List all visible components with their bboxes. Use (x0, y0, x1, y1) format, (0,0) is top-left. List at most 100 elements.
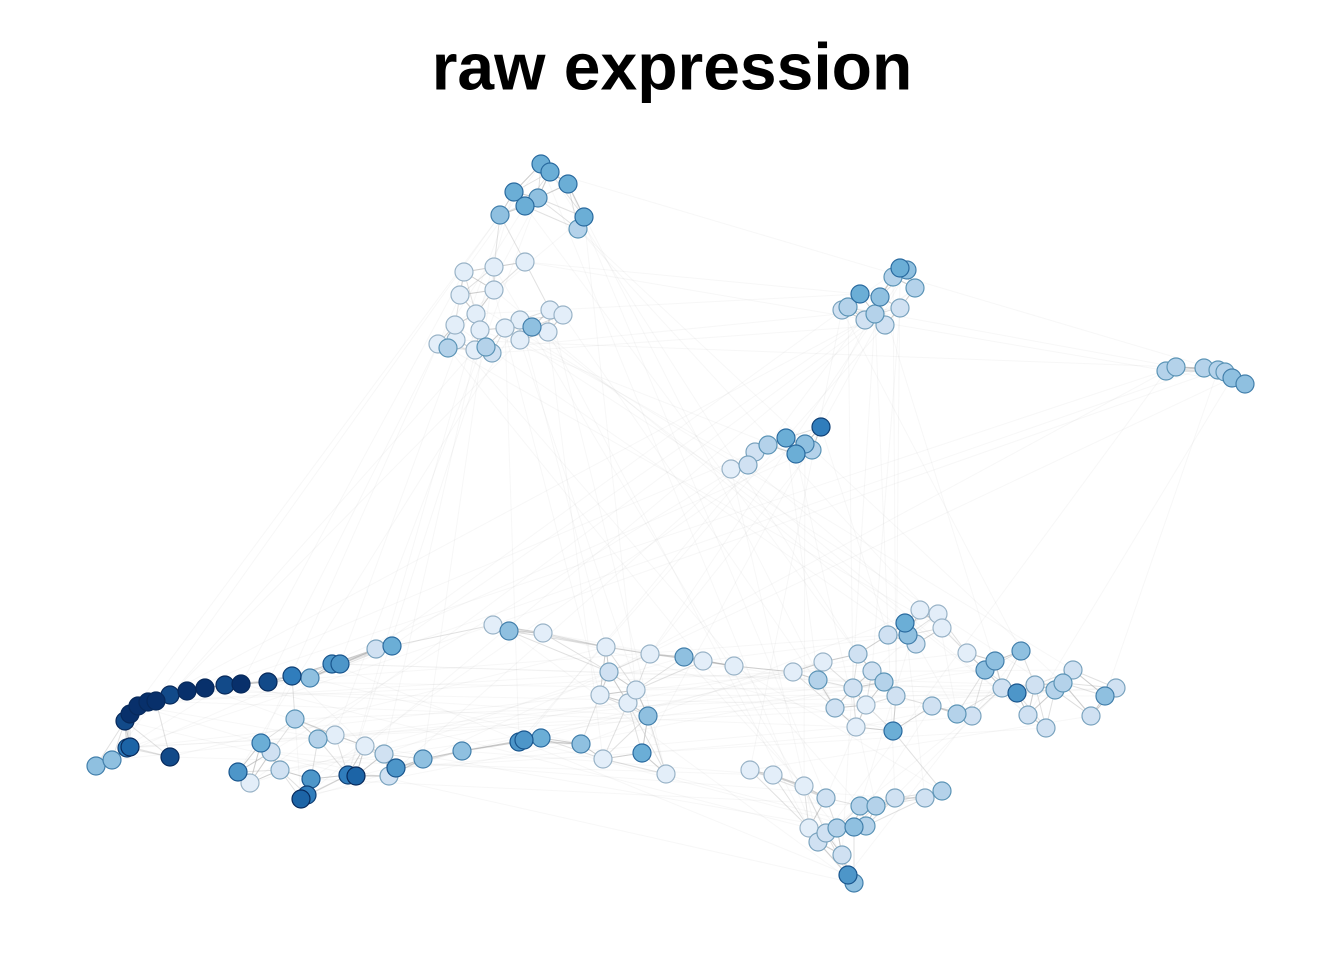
edge (602, 758, 867, 827)
edge (524, 205, 859, 655)
point (325, 725, 345, 745)
edge (339, 191, 515, 665)
edge (461, 741, 520, 752)
point (1036, 718, 1056, 738)
point (533, 623, 553, 643)
edge (577, 228, 1064, 684)
point (850, 284, 870, 304)
point (285, 709, 305, 729)
edge (524, 261, 861, 295)
point (838, 297, 858, 317)
edge (518, 324, 886, 743)
edge (455, 339, 1205, 369)
point (886, 686, 906, 706)
edge (825, 370, 1167, 834)
point (1095, 686, 1115, 706)
edge (820, 426, 889, 636)
point (895, 613, 915, 633)
point (890, 298, 910, 318)
edge (375, 267, 901, 650)
point (740, 760, 760, 780)
point (865, 304, 885, 324)
point (1011, 641, 1031, 661)
edge (567, 183, 836, 709)
edge (383, 671, 610, 755)
point (626, 680, 646, 700)
point (599, 662, 619, 682)
point (1235, 374, 1255, 394)
edge (169, 756, 774, 776)
point (282, 666, 302, 686)
edge (540, 661, 824, 739)
edge (137, 705, 262, 744)
point (811, 417, 831, 437)
edge (249, 287, 916, 784)
edge (270, 751, 896, 799)
edge (388, 377, 1233, 777)
edge (542, 632, 610, 673)
point (231, 674, 251, 694)
point (1063, 660, 1083, 680)
point (844, 817, 864, 837)
point (738, 455, 758, 475)
edge (608, 370, 1167, 673)
edge (317, 681, 885, 740)
edge (310, 426, 822, 780)
point (540, 162, 560, 182)
point (177, 681, 197, 701)
point (1025, 675, 1045, 695)
edge (847, 650, 1022, 876)
edge (267, 343, 439, 683)
edge (294, 718, 302, 800)
edge (549, 171, 859, 655)
edge (531, 326, 1047, 729)
point (843, 678, 863, 698)
point (856, 695, 876, 715)
edge (291, 675, 366, 747)
edge (519, 339, 667, 775)
edge (641, 269, 908, 754)
edge (492, 369, 1219, 626)
point (596, 637, 616, 657)
point (270, 760, 290, 780)
edge (683, 656, 805, 787)
edge (749, 715, 1092, 771)
point (721, 459, 741, 479)
point (160, 747, 180, 767)
point (228, 762, 248, 782)
point (674, 647, 694, 667)
edge (447, 347, 838, 829)
point (454, 262, 474, 282)
edge (279, 669, 986, 771)
point (848, 644, 868, 664)
edge (169, 309, 551, 696)
point (102, 750, 122, 770)
point (910, 600, 930, 620)
point (346, 766, 366, 786)
edge (270, 751, 855, 884)
edge (204, 687, 649, 717)
edge (306, 287, 916, 796)
edge (523, 444, 769, 741)
edge (124, 720, 171, 758)
point (640, 644, 660, 664)
edge (186, 451, 756, 692)
edge (904, 622, 926, 799)
edge (395, 727, 1047, 769)
edge (583, 216, 637, 691)
point (571, 734, 591, 754)
edge (95, 449, 813, 767)
point (538, 322, 558, 342)
point (832, 845, 852, 865)
point (593, 749, 613, 769)
edge (602, 702, 629, 760)
edge (347, 346, 487, 776)
point (86, 756, 106, 776)
edge (524, 205, 579, 230)
point (693, 651, 713, 671)
point (438, 338, 458, 358)
point (531, 728, 551, 748)
point (466, 304, 486, 324)
edge (237, 319, 521, 773)
